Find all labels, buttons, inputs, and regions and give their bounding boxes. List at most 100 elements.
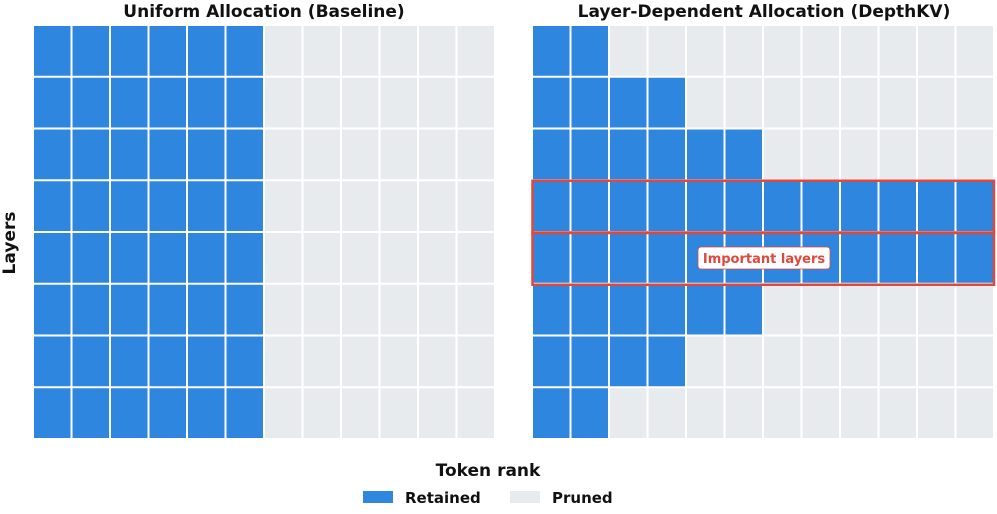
pruned-cell <box>725 77 762 128</box>
pruned-cell <box>342 77 379 128</box>
pruned-cell <box>841 26 878 76</box>
pruned-cell <box>265 77 302 128</box>
pruned-cell <box>380 77 417 128</box>
pruned-cell <box>342 284 379 335</box>
retained-cell <box>111 26 148 76</box>
retained-cell <box>571 77 608 128</box>
pruned-cell <box>725 388 762 438</box>
panel-title-uniform: Uniform Allocation (Baseline) <box>123 2 404 22</box>
retained-cell <box>533 181 570 231</box>
retained-cell <box>72 233 109 283</box>
retained-cell <box>72 181 109 231</box>
pruned-cell <box>265 129 302 180</box>
pruned-cell <box>265 336 302 387</box>
pruned-cell <box>687 388 724 438</box>
pruned-cell <box>687 77 724 128</box>
retained-cell <box>610 336 647 387</box>
retained-cell <box>72 284 109 335</box>
pruned-cell <box>725 336 762 387</box>
retained-cell <box>149 77 186 128</box>
retained-cell <box>188 77 225 128</box>
pruned-cell <box>380 181 417 231</box>
retained-cell <box>571 284 608 335</box>
retained-cell <box>149 129 186 180</box>
pruned-cell <box>303 77 340 128</box>
retained-cell <box>879 233 916 283</box>
retained-cell <box>226 284 263 335</box>
uniform-allocation-grid <box>34 26 494 438</box>
retained-cell <box>610 129 647 180</box>
retained-cell <box>226 26 263 76</box>
important-layers-highlight <box>531 179 996 286</box>
pruned-cell <box>918 388 955 438</box>
pruned-cell <box>419 181 456 231</box>
pruned-cell <box>725 26 762 76</box>
retained-cell <box>533 284 570 335</box>
retained-cell <box>149 284 186 335</box>
retained-cell <box>34 129 71 180</box>
retained-cell <box>111 181 148 231</box>
retained-cell <box>687 181 724 231</box>
pruned-cell <box>419 336 456 387</box>
pruned-cell <box>956 388 993 438</box>
retained-cell <box>226 233 263 283</box>
pruned-cell <box>380 233 417 283</box>
pruned-cell <box>303 233 340 283</box>
pruned-cell <box>380 284 417 335</box>
pruned-cell <box>764 336 801 387</box>
retained-cell <box>111 77 148 128</box>
important-layers-annotation: Important layers <box>697 246 831 270</box>
retained-cell <box>725 181 762 231</box>
retained-cell <box>725 284 762 335</box>
pruned-cell <box>764 77 801 128</box>
pruned-cell <box>879 388 916 438</box>
pruned-cell <box>265 26 302 76</box>
pruned-cell <box>419 26 456 76</box>
retained-cell <box>72 129 109 180</box>
pruned-cell <box>802 388 839 438</box>
retained-cell <box>610 233 647 283</box>
retained-cell <box>533 388 570 438</box>
retained-cell <box>34 388 71 438</box>
retained-cell <box>956 181 993 231</box>
retained-cell <box>188 129 225 180</box>
pruned-cell <box>918 77 955 128</box>
pruned-cell <box>457 284 494 335</box>
retained-cell <box>149 233 186 283</box>
pruned-cell <box>956 129 993 180</box>
retained-cell <box>188 26 225 76</box>
retained-cell <box>918 233 955 283</box>
pruned-cell <box>419 388 456 438</box>
pruned-cell <box>918 284 955 335</box>
panel-title-depthkv: Layer-Dependent Allocation (DepthKV) <box>578 2 951 22</box>
retained-cell <box>764 181 801 231</box>
retained-cell <box>188 181 225 231</box>
pruned-cell <box>802 77 839 128</box>
pruned-cell <box>380 26 417 76</box>
retained-cell <box>226 336 263 387</box>
pruned-cell <box>764 129 801 180</box>
pruned-cell <box>303 26 340 76</box>
retained-cell <box>648 181 685 231</box>
pruned-cell <box>380 129 417 180</box>
retained-cell <box>226 129 263 180</box>
pruned-cell <box>802 336 839 387</box>
pruned-cell <box>265 181 302 231</box>
retained-cell <box>72 336 109 387</box>
pruned-cell <box>841 77 878 128</box>
retained-cell <box>571 181 608 231</box>
retained-cell <box>918 181 955 231</box>
retained-cell <box>149 26 186 76</box>
pruned-cell <box>879 284 916 335</box>
pruned-cell <box>841 284 878 335</box>
x-axis-label: Token rank <box>436 461 541 481</box>
pruned-cell <box>802 284 839 335</box>
retained-cell <box>188 388 225 438</box>
pruned-cell <box>342 233 379 283</box>
pruned-cell <box>303 388 340 438</box>
pruned-cell <box>303 181 340 231</box>
retained-cell <box>648 284 685 335</box>
pruned-cell <box>648 388 685 438</box>
retained-cell <box>841 233 878 283</box>
